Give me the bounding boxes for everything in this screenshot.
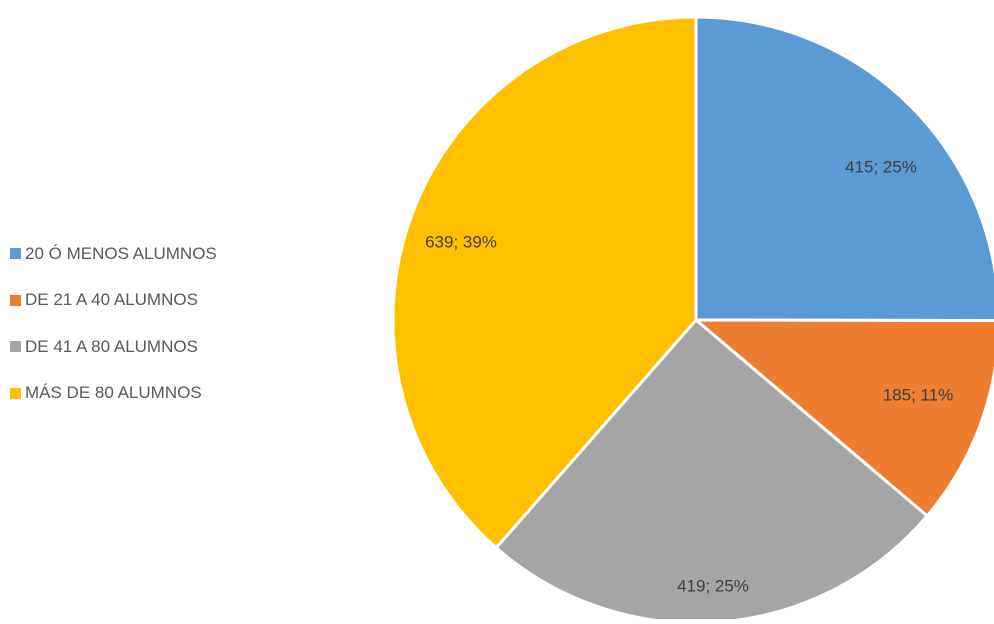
chart-legend: 20 Ó MENOS ALUMNOS DE 21 A 40 ALUMNOS DE… <box>10 242 310 428</box>
data-label-20-o-menos-alumnos: 415; 25% <box>845 157 917 176</box>
data-label-de-21-a-40-alumnos: 185; 11% <box>883 385 954 404</box>
legend-swatch-mas-de-80-alumnos <box>10 387 21 399</box>
pie-slice-20-o-menos-alumnos <box>694 15 994 323</box>
legend-item-mas-de-80-alumnos: MÁS DE 80 ALUMNOS <box>10 382 310 405</box>
pie-data-labels: 415; 25% 185; 11% 419; 25% 639; 39% <box>425 157 953 595</box>
data-label-de-41-a-80-alumnos: 419; 25% <box>677 576 749 595</box>
pie-slice-de-21-a-40-alumnos <box>694 318 994 518</box>
legend-label-mas-de-80-alumnos: MÁS DE 80 ALUMNOS <box>25 383 202 402</box>
legend-item-de-21-a-40-alumnos: DE 21 A 40 ALUMNOS <box>10 289 310 312</box>
legend-label-de-21-a-40-alumnos: DE 21 A 40 ALUMNOS <box>25 290 198 309</box>
legend-label-de-41-a-80-alumnos: DE 41 A 80 ALUMNOS <box>25 336 198 356</box>
legend-swatch-20-o-menos-alumnos <box>10 248 21 259</box>
legend-item-de-41-a-80-alumnos: DE 41 A 80 ALUMNOS <box>10 335 310 358</box>
pie-slices <box>391 15 994 624</box>
data-label-mas-de-80-alumnos: 639; 39% <box>425 232 497 251</box>
legend-swatch-de-21-a-40-alumnos <box>10 294 21 306</box>
legend-label-20-o-menos-alumnos: 20 Ó MENOS ALUMNOS <box>25 243 217 263</box>
legend-item-20-o-menos-alumnos: 20 Ó MENOS ALUMNOS <box>10 242 310 265</box>
pie-slice-mas-de-80-alumnos <box>391 15 698 550</box>
legend-swatch-de-41-a-80-alumnos <box>10 341 21 352</box>
